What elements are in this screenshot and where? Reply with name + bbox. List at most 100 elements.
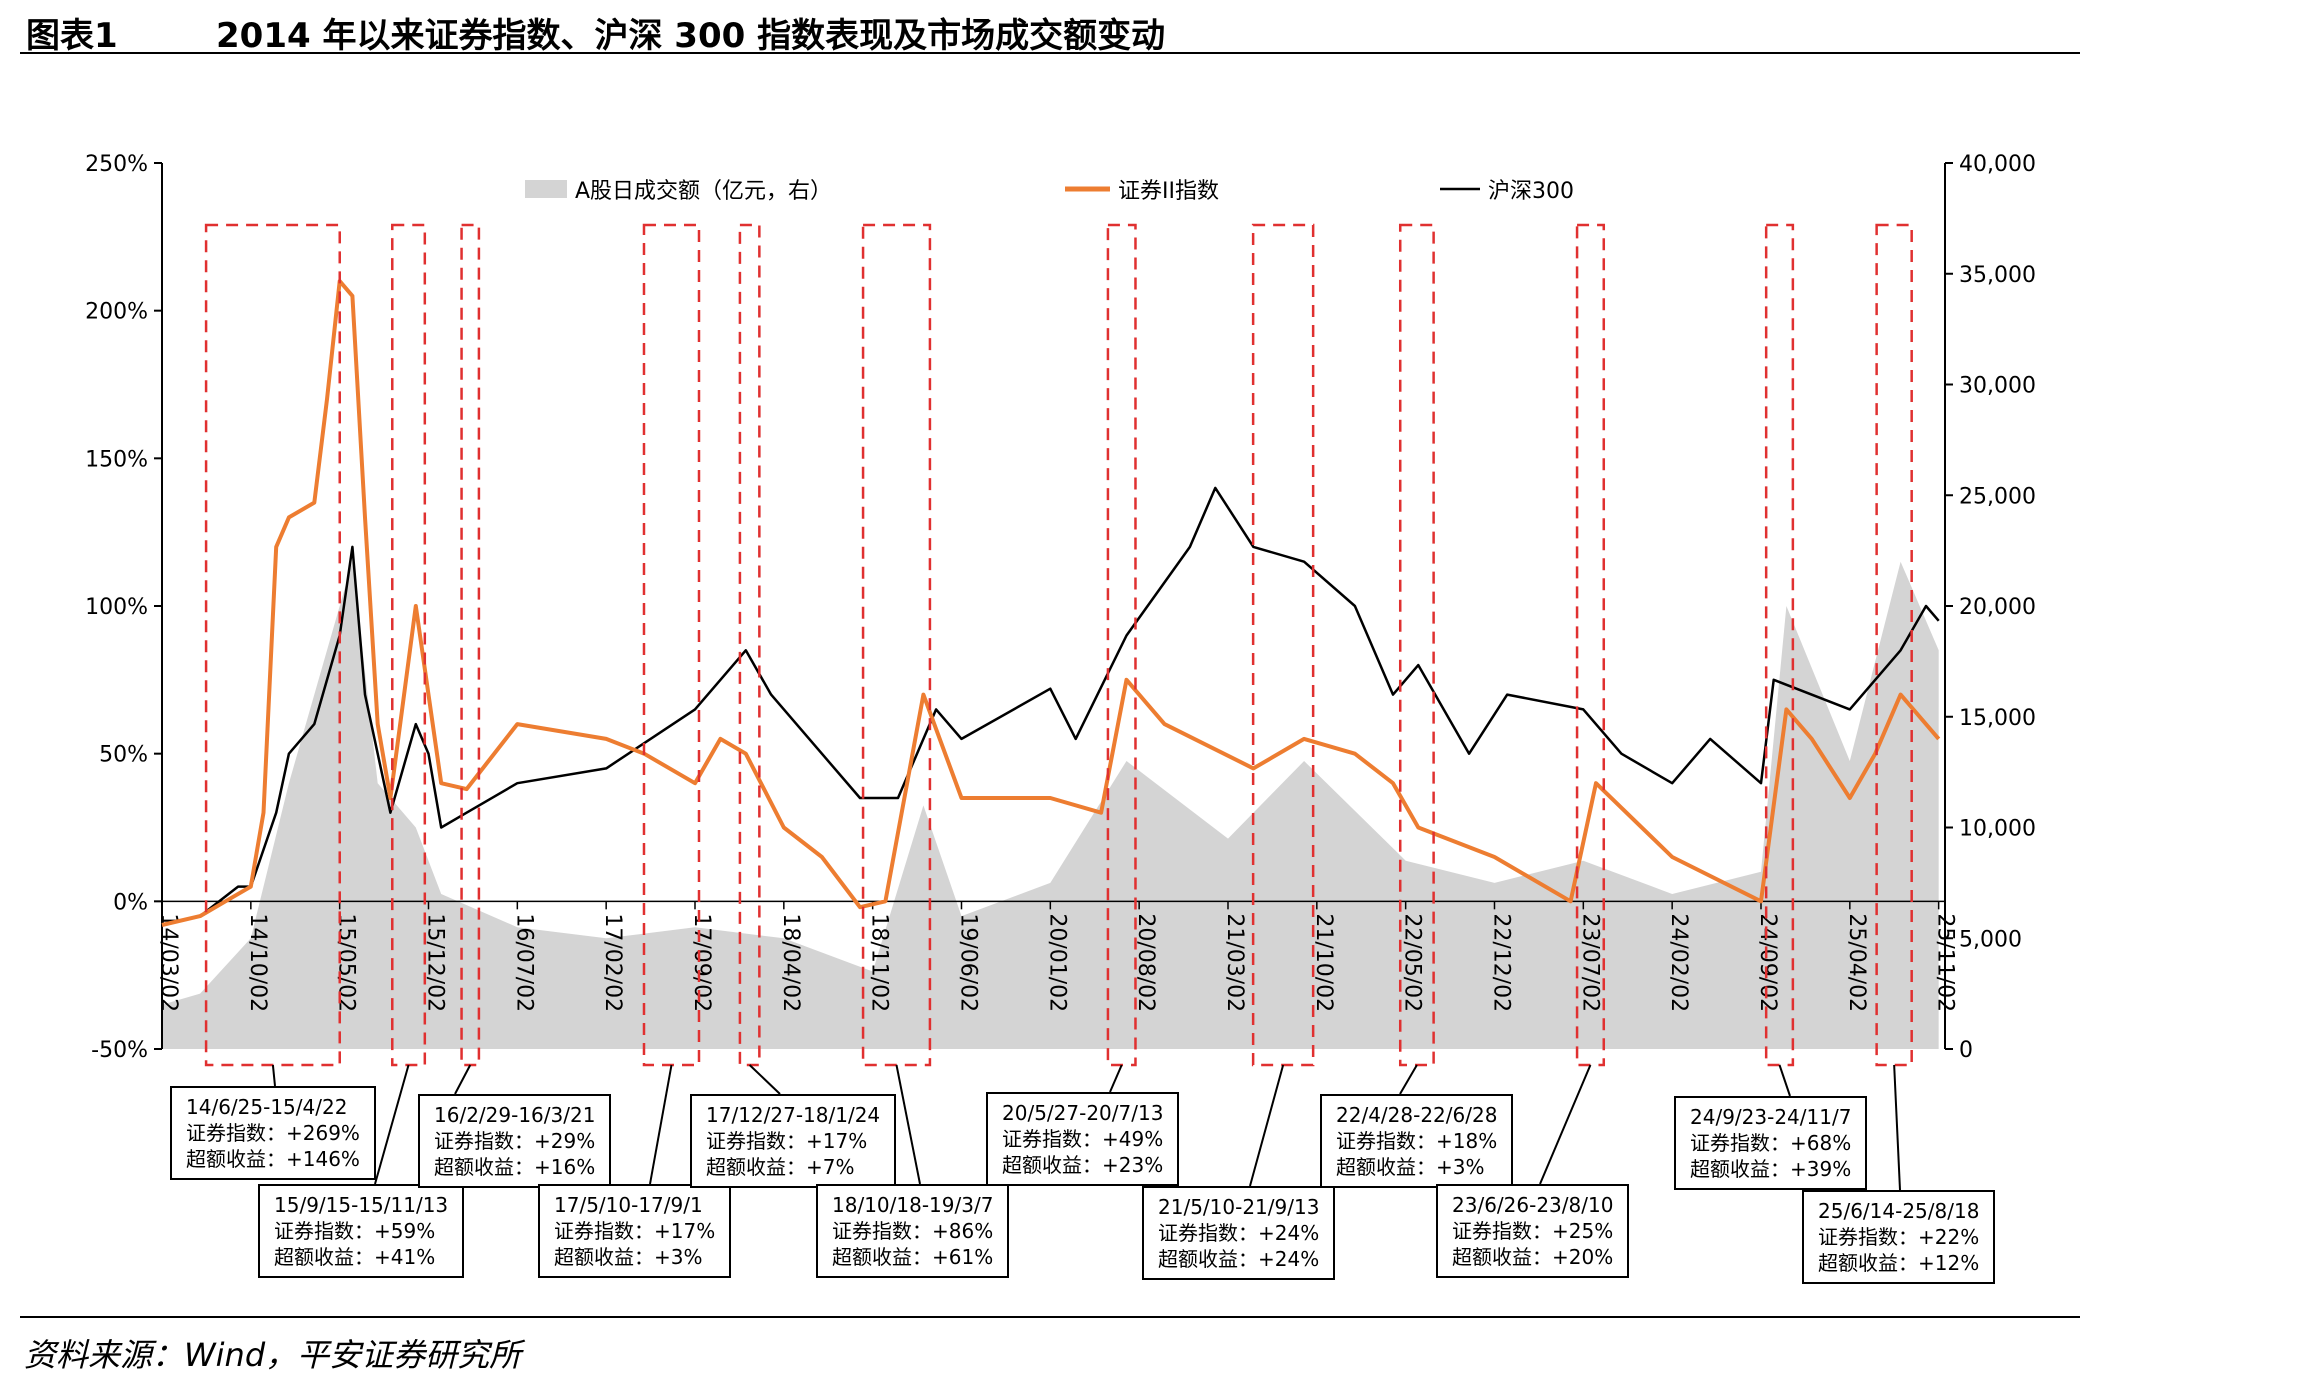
annotation-excess-return: 超额收益：+7%: [706, 1155, 855, 1179]
left-axis-tick-label: 100%: [85, 595, 148, 620]
x-axis-tick-label: 17/02/02: [600, 913, 625, 1012]
annotation-period: 18/10/18-19/3/7: [832, 1193, 994, 1217]
annotation-leader: [1109, 1064, 1123, 1093]
x-axis-tick-label: 22/05/02: [1400, 913, 1425, 1012]
annotation-box: 17/12/27-18/1/24 证券指数：+17% 超额收益：+7%: [690, 1094, 897, 1188]
annotation-broker-return: 证券指数：+18%: [1336, 1129, 1498, 1153]
x-axis-tick-label: 25/11/02: [1933, 913, 1958, 1012]
annotation-broker-return: 证券指数：+17%: [554, 1219, 716, 1243]
x-axis-tick-label: 14/10/02: [245, 913, 270, 1012]
legend-volume-label: A股日成交额（亿元，右）: [575, 179, 832, 204]
annotation-excess-return: 超额收益：+16%: [434, 1155, 596, 1179]
annotation-excess-return: 超额收益：+12%: [1818, 1251, 1980, 1275]
annotation-excess-return: 超额收益：+3%: [1336, 1155, 1485, 1179]
source-note: 资料来源：Wind，平安证券研究所: [24, 1336, 522, 1374]
annotation-period: 20/5/27-20/7/13: [1002, 1101, 1164, 1125]
highlight-window: [1398, 223, 1435, 1067]
x-axis-tick-label: 18/11/02: [867, 913, 892, 1012]
footer-divider: [20, 1316, 2080, 1318]
annotation-leader: [1399, 1064, 1418, 1095]
annotation-period: 22/4/28-22/6/28: [1336, 1103, 1498, 1127]
left-axis-tick-label: 0%: [113, 890, 148, 915]
annotation-period: 17/12/27-18/1/24: [706, 1103, 881, 1127]
broker-index-line: [161, 279, 1941, 927]
right-axis-tick-label: 20,000: [1959, 595, 2036, 620]
right-axis-tick-label: 0: [1959, 1038, 1973, 1063]
annotation-leader: [271, 1064, 276, 1087]
annotation-box: 25/6/14-25/8/18 证券指数：+22% 超额收益：+12%: [1802, 1190, 1996, 1284]
left-axis-tick-label: 250%: [85, 152, 148, 177]
figure-header: 图表1 2014 年以来证券指数、沪深 300 指数表现及市场成交额变动: [20, 6, 2080, 56]
annotation-excess-return: 超额收益：+146%: [186, 1147, 360, 1171]
left-axis-tick-label: 200%: [85, 300, 148, 325]
annotation-leader: [374, 1064, 410, 1185]
legend-hs300-label: 沪深300: [1488, 179, 1574, 204]
annotation-box: 24/9/23-24/11/7 证券指数：+68% 超额收益：+39%: [1674, 1096, 1868, 1190]
annotation-box: 22/4/28-22/6/28 证券指数：+18% 超额收益：+3%: [1320, 1094, 1514, 1188]
annotation-excess-return: 超额收益：+23%: [1002, 1153, 1164, 1177]
annotation-period: 24/9/23-24/11/7: [1690, 1105, 1852, 1129]
annotation-box: 16/2/29-16/3/21 证券指数：+29% 超额收益：+16%: [418, 1094, 612, 1188]
annotation-excess-return: 超额收益：+20%: [1452, 1245, 1614, 1269]
annotation-leader: [454, 1064, 472, 1095]
left-axis-tick-label: 50%: [99, 743, 148, 768]
x-axis-tick-label: 15/12/02: [422, 913, 447, 1012]
right-axis-tick-label: 5,000: [1959, 927, 2022, 952]
annotation-broker-return: 证券指数：+22%: [1818, 1225, 1980, 1249]
annotation-period: 17/5/10-17/9/1: [554, 1193, 703, 1217]
annotation-broker-return: 证券指数：+269%: [186, 1121, 360, 1145]
highlight-window: [1875, 223, 1913, 1067]
x-axis-tick-label: 17/09/02: [689, 913, 714, 1012]
annotation-leader: [895, 1064, 921, 1185]
x-axis-tick-label: 14/03/02: [156, 913, 181, 1012]
annotation-period: 23/6/26-23/8/10: [1452, 1193, 1614, 1217]
annotation-excess-return: 超额收益：+39%: [1690, 1157, 1852, 1181]
annotation-broker-return: 证券指数：+59%: [274, 1219, 436, 1243]
volume-area: [162, 561, 1939, 1049]
annotation-broker-return: 证券指数：+17%: [706, 1129, 868, 1153]
figure-label: 图表1: [26, 16, 118, 56]
x-axis-tick-label: 22/12/02: [1488, 913, 1513, 1012]
x-axis-tick-label: 20/08/02: [1133, 913, 1158, 1012]
annotation-excess-return: 超额收益：+24%: [1158, 1247, 1320, 1271]
annotation-broker-return: 证券指数：+24%: [1158, 1221, 1320, 1245]
annotation-excess-return: 超额收益：+61%: [832, 1245, 994, 1269]
annotation-excess-return: 超额收益：+41%: [274, 1245, 436, 1269]
right-axis-tick-label: 35,000: [1959, 263, 2036, 288]
x-axis-tick-label: 21/10/02: [1311, 913, 1336, 1012]
left-axis-tick-label: 150%: [85, 447, 148, 472]
annotation-broker-return: 证券指数：+68%: [1690, 1131, 1852, 1155]
x-axis-tick-label: 20/01/02: [1044, 913, 1069, 1012]
right-axis-tick-label: 40,000: [1959, 152, 2036, 177]
x-axis-tick-label: 19/06/02: [955, 913, 980, 1012]
x-axis-tick-label: 24/09/02: [1755, 913, 1780, 1012]
annotation-leader: [1778, 1064, 1791, 1097]
annotation-period: 16/2/29-16/3/21: [434, 1103, 596, 1127]
x-axis-tick-label: 18/04/02: [778, 913, 803, 1012]
annotation-leader: [1539, 1064, 1592, 1185]
annotation-leader: [649, 1064, 673, 1185]
annotation-box: 15/9/15-15/11/13 证券指数：+59% 超额收益：+41%: [258, 1184, 465, 1278]
annotation-box: 21/5/10-21/9/13 证券指数：+24% 超额收益：+24%: [1142, 1186, 1336, 1280]
highlight-window: [1575, 223, 1606, 1067]
x-axis-tick-label: 16/07/02: [511, 913, 536, 1012]
x-axis-tick-label: 24/02/02: [1666, 913, 1691, 1012]
annotation-period: 25/6/14-25/8/18: [1818, 1199, 1980, 1223]
annotation-period: 15/9/15-15/11/13: [274, 1193, 449, 1217]
annotation-broker-return: 证券指数：+49%: [1002, 1127, 1164, 1151]
right-axis-tick-label: 25,000: [1959, 484, 2036, 509]
right-axis-tick-label: 15,000: [1959, 706, 2036, 731]
annotation-leader: [1249, 1064, 1285, 1187]
highlight-window: [204, 223, 341, 1067]
annotation-period: 14/6/25-15/4/22: [186, 1095, 348, 1119]
right-axis-tick-label: 10,000: [1959, 817, 2036, 842]
annotation-broker-return: 证券指数：+86%: [832, 1219, 994, 1243]
legend-broker-label: 证券II指数: [1118, 179, 1219, 204]
annotation-box: 18/10/18-19/3/7 证券指数：+86% 超额收益：+61%: [816, 1184, 1010, 1278]
figure-title: 2014 年以来证券指数、沪深 300 指数表现及市场成交额变动: [216, 16, 1166, 56]
x-axis-tick-label: 21/03/02: [1222, 913, 1247, 1012]
annotation-excess-return: 超额收益：+3%: [554, 1245, 703, 1269]
x-axis-tick-label: 25/04/02: [1844, 913, 1869, 1012]
right-axis-tick-label: 30,000: [1959, 374, 2036, 399]
